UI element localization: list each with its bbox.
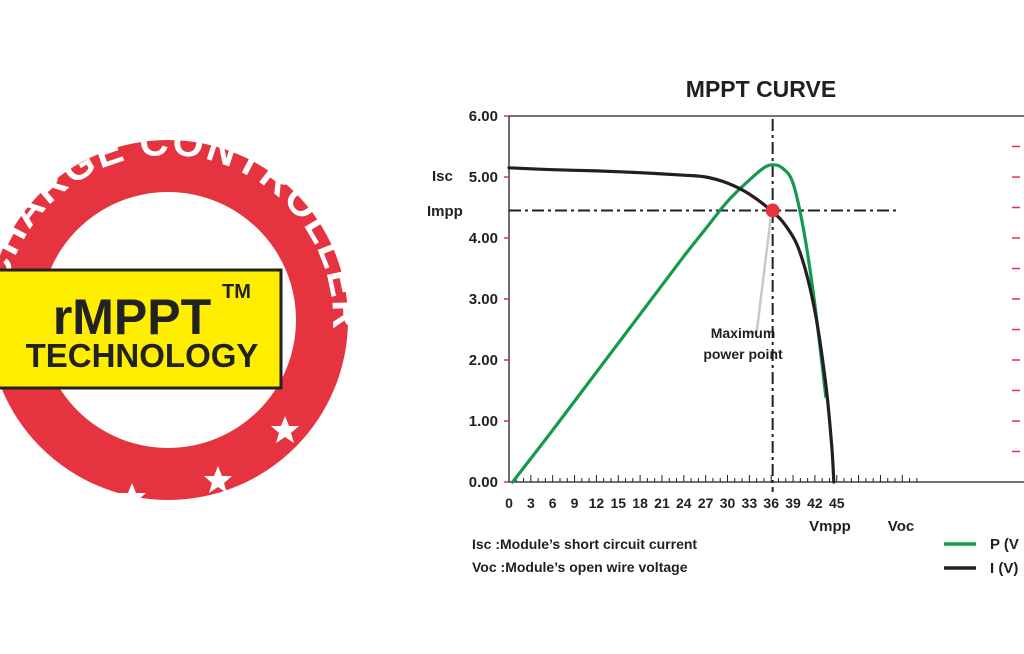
x-tick-label: 12 xyxy=(589,495,605,511)
y-tick-labels: 0.00 1.00 2.00 3.00 4.00 5.00 6.00 xyxy=(469,108,498,491)
x-tick-label: 45 xyxy=(829,495,845,511)
badge-title: rMPPT xyxy=(53,289,211,345)
legend-label-i: I (V) xyxy=(990,560,1018,577)
x-tick-label: 36 xyxy=(763,495,779,511)
footnote-isc: Isc :Module’s short circuit current xyxy=(472,536,697,552)
y-right-ticks xyxy=(1012,145,1020,453)
star-icon xyxy=(41,460,69,487)
impp-label: Impp xyxy=(427,203,463,220)
star-icon xyxy=(271,416,299,443)
chart-title: MPPT CURVE xyxy=(686,76,836,102)
y-left-ticks xyxy=(504,115,509,483)
x-tick-label: 6 xyxy=(549,495,557,511)
star-icon xyxy=(204,466,232,493)
mpp-label-line1: Maximum xyxy=(711,325,776,341)
legend: P (V I (V) xyxy=(944,536,1019,577)
badge-banner xyxy=(0,268,283,390)
mpp-group: Maximum power point xyxy=(703,203,783,362)
badge-subtitle: TECHNOLOGY xyxy=(26,337,259,374)
mpp-guides xyxy=(509,119,899,492)
x-tick-label: 33 xyxy=(742,495,758,511)
star-icon xyxy=(0,418,22,445)
vmpp-label: Vmpp xyxy=(809,518,851,535)
y-tick-label: 3.00 xyxy=(469,291,498,308)
y-tick-label: 6.00 xyxy=(469,108,498,125)
badge-tm: TM xyxy=(222,281,251,303)
y-tick-label: 1.00 xyxy=(469,413,498,430)
rmppt-badge: R CHARGE CONTROLLER rMPPT TM TECHNOLOGY xyxy=(0,119,366,510)
x-tick-label: 15 xyxy=(610,495,626,511)
y-tick-label: 4.00 xyxy=(469,230,498,247)
x-tick-label: 42 xyxy=(807,495,823,511)
y-tick-label: 2.00 xyxy=(469,352,498,369)
legend-label-p: P (V xyxy=(990,536,1019,553)
x-tick-label: 27 xyxy=(698,495,714,511)
x-tick-label: 30 xyxy=(720,495,736,511)
current-curve xyxy=(507,166,836,484)
badge-stars xyxy=(0,416,299,510)
y-tick-label: 5.00 xyxy=(469,169,498,186)
voc-label: Voc xyxy=(888,518,914,535)
mppt-chart: MPPT CURVE 0.001.002.003.004.005.006.00 … xyxy=(427,76,1024,577)
x-minor-ticks xyxy=(508,475,918,482)
star-icon xyxy=(118,483,146,510)
y-tick-label: 0.00 xyxy=(469,474,498,491)
footnote-voc: Voc :Module’s open wire voltage xyxy=(472,559,688,575)
x-tick-label: 18 xyxy=(632,495,648,511)
mpp-label-line2: power point xyxy=(703,346,783,362)
mpp-marker xyxy=(765,203,780,218)
series-lines xyxy=(507,163,836,484)
x-tick-label: 39 xyxy=(785,495,801,511)
power-curve xyxy=(511,163,828,484)
x-tick-label: 21 xyxy=(654,495,670,511)
x-tick-label: 24 xyxy=(676,495,692,511)
x-tick-label: 0 xyxy=(505,495,513,511)
isc-label: Isc xyxy=(432,168,453,185)
mpp-callout-line xyxy=(755,218,772,333)
x-tick-label: 9 xyxy=(571,495,579,511)
x-tick-label: 3 xyxy=(527,495,535,511)
x-tick-labels: 0 3 6 9 12 15 18 21 24 27 30 33 36 39 42 45 xyxy=(505,495,845,511)
